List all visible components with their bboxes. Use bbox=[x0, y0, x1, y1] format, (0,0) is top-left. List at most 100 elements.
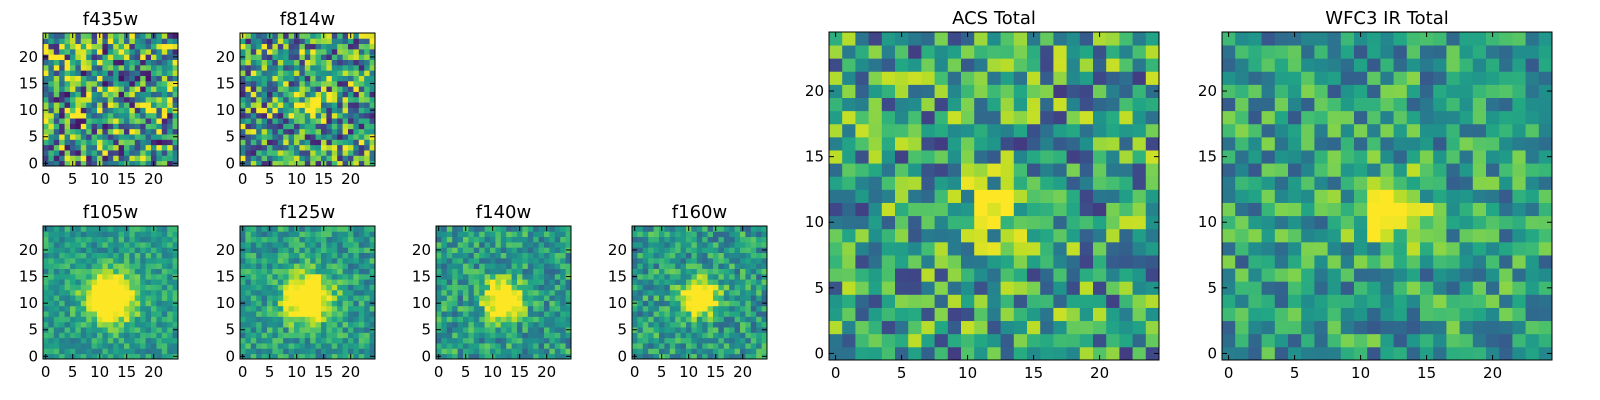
heatmap-cell bbox=[315, 43, 322, 50]
heatmap-cell bbox=[161, 327, 168, 333]
heatmap-cell bbox=[43, 284, 49, 291]
heatmap-cell bbox=[1274, 176, 1289, 190]
heatmap-cell bbox=[64, 33, 71, 39]
heatmap-cell bbox=[1145, 294, 1160, 308]
heatmap-cell bbox=[256, 327, 262, 333]
heatmap-cell bbox=[348, 321, 354, 328]
heatmap-cell bbox=[167, 273, 173, 280]
heatmap-cell bbox=[75, 150, 82, 156]
heatmap-cell bbox=[369, 289, 376, 296]
heatmap-cell bbox=[86, 241, 92, 248]
y-tick-label: 5 bbox=[814, 279, 824, 297]
heatmap-cell bbox=[315, 273, 322, 280]
heatmap-cell bbox=[364, 107, 370, 114]
heatmap-cell bbox=[1145, 45, 1160, 59]
heatmap-cell bbox=[1261, 241, 1276, 256]
heatmap-cell bbox=[707, 337, 714, 344]
heatmap-cell bbox=[134, 107, 141, 114]
heatmap-cell bbox=[277, 252, 284, 259]
heatmap-cell bbox=[59, 75, 65, 82]
heatmap-cell bbox=[304, 226, 311, 232]
heatmap-cell bbox=[446, 268, 453, 275]
heatmap-cell bbox=[97, 139, 103, 146]
heatmap-cell bbox=[495, 241, 502, 248]
heatmap-cell bbox=[140, 118, 146, 124]
heatmap-cell bbox=[326, 91, 333, 98]
heatmap-cell bbox=[342, 268, 349, 275]
heatmap-cell bbox=[118, 279, 125, 285]
heatmap-cell bbox=[740, 321, 746, 328]
x-tick-label: 10 bbox=[287, 363, 306, 381]
heatmap-cell bbox=[172, 226, 179, 232]
heatmap-cell bbox=[151, 96, 157, 103]
heatmap-cell bbox=[167, 252, 173, 259]
heatmap-cell bbox=[522, 327, 529, 333]
heatmap-cell bbox=[348, 348, 354, 355]
heatmap-cell bbox=[1000, 202, 1015, 217]
heatmap-cell bbox=[299, 337, 306, 344]
heatmap-cell bbox=[1093, 123, 1107, 138]
heatmap-cell bbox=[129, 263, 136, 269]
heatmap-cell bbox=[1145, 136, 1160, 151]
heatmap-cell bbox=[855, 215, 869, 230]
heatmap-cell bbox=[473, 305, 480, 312]
heatmap-cell bbox=[321, 295, 327, 301]
heatmap-cell bbox=[75, 54, 82, 60]
heatmap-cell bbox=[468, 263, 475, 269]
heatmap-cell bbox=[369, 236, 376, 243]
heatmap-cell bbox=[1354, 333, 1368, 348]
heatmap-cell bbox=[756, 332, 762, 339]
heatmap-cell bbox=[934, 268, 949, 282]
y-tick-label: 20 bbox=[216, 241, 235, 259]
heatmap-cell bbox=[124, 139, 130, 146]
heatmap-cell bbox=[86, 332, 92, 339]
heatmap-cell bbox=[342, 107, 349, 114]
heatmap-cell bbox=[1433, 268, 1447, 282]
heatmap-cell bbox=[1327, 294, 1342, 308]
heatmap-cell bbox=[113, 75, 119, 82]
heatmap-cell bbox=[331, 102, 338, 108]
heatmap-cell bbox=[707, 289, 714, 296]
heatmap-cell bbox=[707, 295, 714, 301]
heatmap-cell bbox=[761, 279, 768, 285]
heatmap-cell bbox=[1446, 307, 1460, 322]
heatmap-cell bbox=[331, 279, 338, 285]
heatmap-cell bbox=[256, 247, 262, 253]
heatmap-cell bbox=[1354, 241, 1368, 256]
heatmap-cell bbox=[1093, 71, 1107, 85]
heatmap-cell bbox=[511, 321, 518, 328]
heatmap-cell bbox=[358, 226, 365, 232]
heatmap-cell bbox=[124, 75, 130, 82]
heatmap-cell bbox=[538, 316, 545, 323]
heatmap-cell bbox=[436, 241, 442, 248]
heatmap-cell bbox=[167, 247, 173, 253]
heatmap-cell bbox=[358, 150, 365, 156]
heatmap-cell bbox=[702, 311, 708, 317]
heatmap-cell bbox=[691, 236, 698, 243]
heatmap-cell bbox=[565, 241, 572, 248]
heatmap-cell bbox=[1525, 215, 1540, 230]
heatmap-cell bbox=[70, 305, 76, 312]
heatmap-cell bbox=[107, 48, 114, 55]
heatmap-cell bbox=[675, 247, 681, 253]
heatmap-cell bbox=[1367, 163, 1381, 177]
heatmap-cell bbox=[331, 70, 338, 76]
heatmap-cell bbox=[102, 123, 109, 130]
heatmap-cell bbox=[86, 300, 92, 307]
heatmap-cell bbox=[294, 38, 300, 45]
heatmap-cell bbox=[113, 273, 119, 280]
heatmap-cell bbox=[1486, 268, 1500, 282]
heatmap-cell bbox=[1119, 163, 1133, 177]
heatmap-cell bbox=[240, 86, 246, 92]
heatmap-cell bbox=[283, 263, 289, 269]
heatmap-cell bbox=[86, 247, 92, 253]
heatmap-cell bbox=[304, 70, 311, 76]
heatmap-cell bbox=[315, 139, 322, 146]
heatmap-cell bbox=[1222, 202, 1236, 217]
heatmap-cell bbox=[48, 327, 55, 333]
heatmap-cell bbox=[256, 300, 262, 307]
panel-title: f125w bbox=[280, 202, 335, 223]
heatmap-cell bbox=[734, 252, 741, 259]
heatmap-cell bbox=[740, 337, 746, 344]
heatmap-cell bbox=[723, 289, 730, 296]
